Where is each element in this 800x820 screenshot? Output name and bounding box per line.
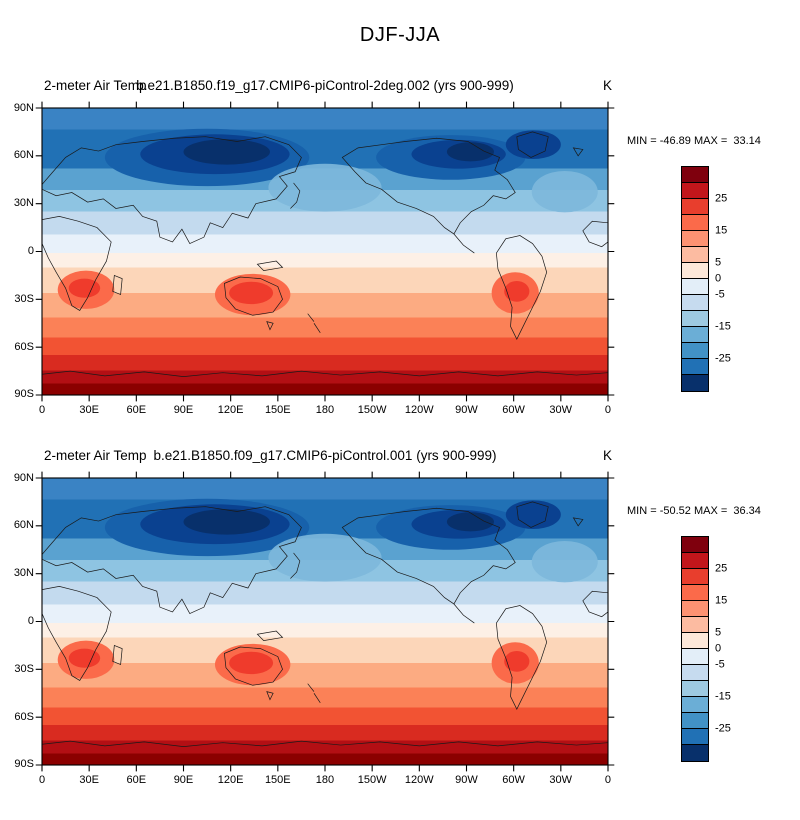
colorbar-segment [682,649,708,665]
colorbar-segment [682,633,708,649]
colorbar-segment [682,665,708,681]
x-axis-labels: 0 30E 60E 90E 120E 150E 180 150W 120W 90W 60W 30W 0 [38,774,611,786]
colorbar-tick-label: 25 [715,192,728,205]
colorbar-tick-label: -15 [715,690,731,703]
colorbar-segment [682,745,708,761]
colorbar-segment [682,697,708,713]
panel-unit-label: K [602,78,612,93]
colorbar-segment [682,569,708,585]
colorbar-tick-label: 0 [715,642,722,655]
panel-title-row: b.e21.B1850.f09_g17.CMIP6-piControl.001 … [42,448,612,465]
colorbar-segment [682,713,708,729]
colorbar-segment [682,215,708,231]
colorbar-track [681,166,709,392]
y-axis-labels: 90N 60N 30N 0 30S 60S 90S [13,471,34,771]
colorbar-segment [682,183,708,199]
colorbar-tick-label: -5 [715,658,725,671]
colorbar-segment [682,375,708,391]
colorbar-tick-label: 0 [715,272,722,285]
panel-left-title: 2-meter Air Temp [44,78,147,93]
colorbar-track [681,536,709,762]
colorbar: 25 15 5 0 -5 -15 -25 [681,166,731,392]
colorbar-tick-label: 25 [715,562,728,575]
colorbar-tick-label: 5 [715,626,722,639]
colorbar-tick-label: 5 [715,256,722,269]
min-max-stats: MIN = -46.89 MAX = 33.14 [627,135,761,147]
colorbar-segment [682,537,708,553]
colorbar-tick-label: -25 [715,722,731,735]
colorbar-segment [682,167,708,183]
min-max-stats: MIN = -50.52 MAX = 36.34 [627,505,761,517]
panel-title-row: b.e21.B1850.f19_g17.CMIP6-piControl-2deg… [42,78,612,95]
colorbar-segment [682,729,708,745]
colorbar-segment [682,295,708,311]
world-map-plot [35,101,615,402]
colorbar: 25 15 5 0 -5 -15 -25 [681,536,731,762]
colorbar-segment [682,327,708,343]
colorbar-segment [682,617,708,633]
colorbar-tick-label: -25 [715,352,731,365]
colorbar-segment [682,343,708,359]
colorbar-segment [682,601,708,617]
panel-unit-label: K [602,448,612,463]
map-panel-top: b.e21.B1850.f19_g17.CMIP6-piControl-2deg… [0,78,800,450]
colorbar-segment [682,279,708,295]
colorbar-segment [682,585,708,601]
map-panel-bottom: b.e21.B1850.f09_g17.CMIP6-piControl.001 … [0,448,800,820]
colorbar-tick-label: -5 [715,288,725,301]
world-map-plot [35,471,615,772]
colorbar-segment [682,263,708,279]
colorbar-segment [682,553,708,569]
panel-center-title: b.e21.B1850.f19_g17.CMIP6-piControl-2deg… [136,78,514,93]
colorbar-tick-label: 15 [715,224,728,237]
y-axis-labels: 90N 60N 30N 0 30S 60S 90S [13,101,34,401]
colorbar-segment [682,199,708,215]
colorbar-tick-label: 15 [715,594,728,607]
panel-center-title: b.e21.B1850.f09_g17.CMIP6-piControl.001 … [153,448,497,463]
colorbar-segment [682,311,708,327]
colorbar-segment [682,247,708,263]
colorbar-segment [682,359,708,375]
panel-left-title: 2-meter Air Temp [44,448,147,463]
x-axis-labels: 0 30E 60E 90E 120E 150E 180 150W 120W 90W 60W 30W 0 [38,404,611,416]
world-map [35,471,615,772]
colorbar-tick-label: -15 [715,320,731,333]
colorbar-segment [682,231,708,247]
colorbar-segment [682,681,708,697]
page-title: DJF-JJA [359,24,441,46]
world-map [35,101,615,402]
